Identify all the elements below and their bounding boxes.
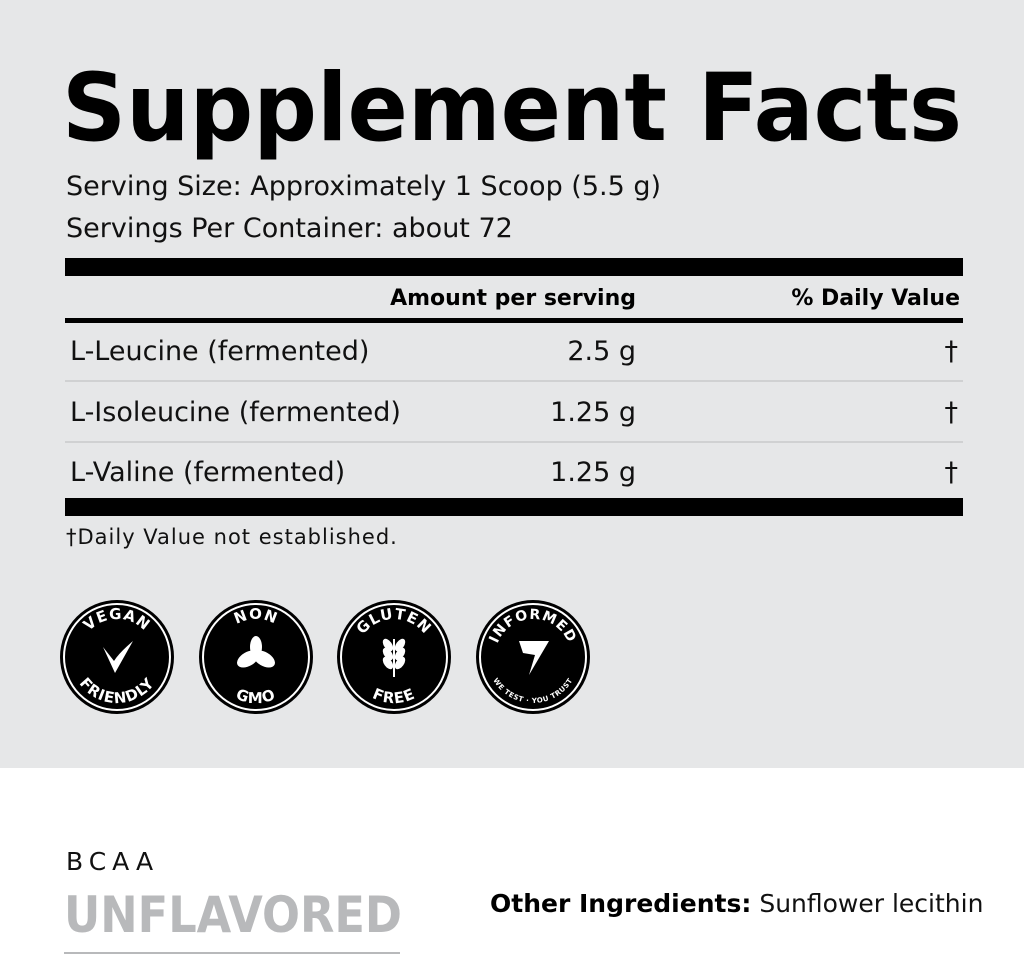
badge: NON GMO <box>199 600 313 714</box>
product-name: BCAA <box>66 847 159 876</box>
thick-rule <box>65 258 963 276</box>
bottom-panel <box>0 768 1024 957</box>
badge-ring <box>340 603 448 711</box>
other-label: Other Ingredients: <box>490 889 751 918</box>
footnote: †Daily Value not established. <box>66 525 398 549</box>
daily-value: † <box>945 457 959 488</box>
header-amount: Amount per serving <box>390 286 636 311</box>
badge-bottom-text: GMO <box>234 685 277 707</box>
badge-top-text: NON <box>231 605 279 628</box>
amount: 2.5 g <box>567 336 636 367</box>
ingredient: L-Valine (fermented) <box>70 457 345 488</box>
daily-value: † <box>945 397 959 428</box>
badge-ring <box>479 603 587 711</box>
amount: 1.25 g <box>550 397 636 428</box>
flavor: UNFLAVORED <box>64 886 402 944</box>
badge-bottom: GMO <box>234 685 278 707</box>
badge-icon <box>519 641 549 675</box>
badge-ring <box>63 603 171 711</box>
badge-icon <box>382 656 394 670</box>
title: Supplement Facts <box>62 54 962 163</box>
rule <box>65 318 963 323</box>
badge-ring <box>202 603 310 711</box>
servings-per-container: Servings Per Container: about 72 <box>66 213 513 244</box>
badge-bottom-text: FREE <box>370 685 417 708</box>
badge-top: NON <box>231 605 280 628</box>
badge-disc <box>476 600 590 714</box>
badge-icon <box>394 656 406 670</box>
badge-icon <box>250 636 262 658</box>
thick-rule <box>65 498 963 516</box>
other-ingredients: Other Ingredients: Sunflower lecithin <box>490 889 983 918</box>
badge-icon <box>103 641 133 673</box>
badge-bottom: FREE <box>370 685 418 708</box>
header-daily-value: % Daily Value <box>791 286 960 311</box>
serving-size: Serving Size: Approximately 1 Scoop (5.5… <box>66 171 661 202</box>
other-text: Sunflower lecithin <box>759 889 983 918</box>
amount: 1.25 g <box>550 457 636 488</box>
daily-value: † <box>945 336 959 367</box>
ingredient: L-Isoleucine (fermented) <box>70 397 401 428</box>
ingredient: L-Leucine (fermented) <box>70 336 369 367</box>
